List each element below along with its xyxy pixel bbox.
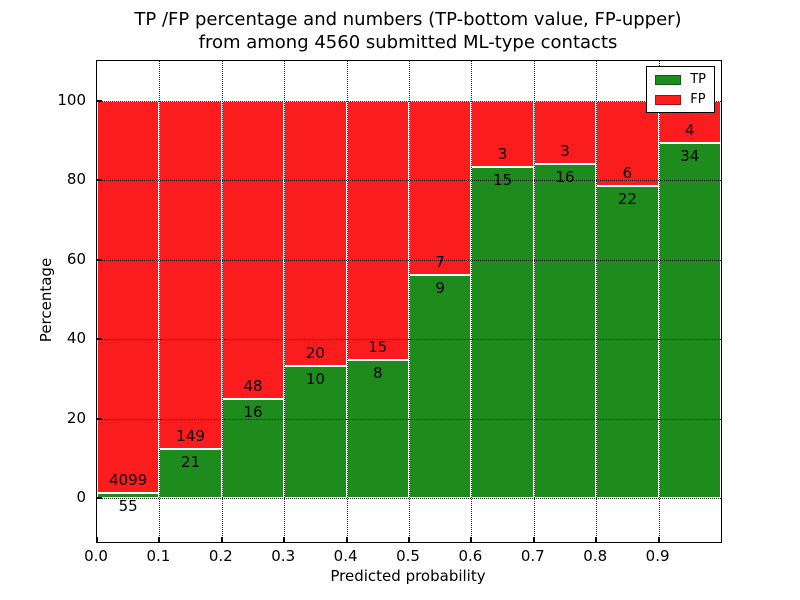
bar-label-fp: 20 bbox=[305, 343, 325, 362]
x-tick bbox=[220, 537, 223, 542]
bar-label-tp: 22 bbox=[617, 190, 637, 209]
bar-label-fp: 7 bbox=[435, 252, 445, 271]
x-tick-label: 0.8 bbox=[583, 547, 608, 565]
bar-label-tp: 9 bbox=[435, 278, 445, 297]
y-tick bbox=[97, 100, 102, 103]
x-tick-label: 0.9 bbox=[645, 547, 670, 565]
bar-label-tp: 21 bbox=[181, 452, 201, 471]
bar-segment-tp bbox=[658, 142, 721, 498]
chart-title-line1: TP /FP percentage and numbers (TP-bottom… bbox=[134, 9, 682, 30]
legend-item-tp: TP bbox=[655, 73, 706, 86]
y-tick-label: 60 bbox=[66, 249, 86, 268]
x-tick-label: 0.4 bbox=[333, 547, 358, 565]
v-gridline bbox=[346, 61, 348, 542]
plot-area: 4099 55 149 21 48 16 20 10 15 8 7 9 3 15 3 16 6 22 4 34 TP … bbox=[96, 60, 722, 543]
x-tick-label: 0.6 bbox=[458, 547, 483, 565]
legend-swatch-fp-icon bbox=[655, 94, 682, 105]
y-tick bbox=[97, 338, 102, 341]
x-tick bbox=[657, 537, 660, 542]
bar-label-tp: 10 bbox=[305, 369, 325, 388]
v-gridline bbox=[159, 61, 161, 542]
bar-segment-tp bbox=[471, 167, 534, 498]
bar-segment-fp bbox=[596, 101, 659, 187]
x-axis-label: Predicted probability bbox=[330, 567, 486, 585]
v-gridline bbox=[221, 61, 223, 542]
y-tick-label: 40 bbox=[66, 329, 86, 348]
bar-label-tp: 55 bbox=[118, 496, 138, 515]
chart-title-line2: from among 4560 submitted ML-type contac… bbox=[198, 32, 618, 53]
bar-segment-tp bbox=[533, 163, 597, 498]
v-gridline bbox=[658, 61, 660, 542]
x-tick bbox=[158, 537, 161, 542]
bar-label-tp: 16 bbox=[555, 167, 575, 186]
v-gridline bbox=[533, 61, 535, 542]
bar-segment-tp bbox=[596, 186, 659, 498]
x-tick bbox=[408, 537, 410, 542]
bar-label-tp: 8 bbox=[373, 363, 383, 382]
bar-label-fp: 3 bbox=[497, 145, 508, 164]
x-tick bbox=[595, 537, 598, 542]
x-tick-label: 0.1 bbox=[146, 547, 171, 565]
bar-segment-fp bbox=[533, 101, 597, 164]
legend-label-tp: TP bbox=[690, 72, 706, 87]
x-tick bbox=[96, 537, 98, 542]
bar-label-tp: 15 bbox=[493, 171, 513, 190]
x-tick-label: 0.2 bbox=[208, 547, 233, 565]
bar-label-fp: 6 bbox=[622, 164, 633, 183]
legend-label-fp: FP bbox=[690, 92, 706, 107]
bar-label-fp: 4 bbox=[685, 120, 695, 139]
y-tick-label: 80 bbox=[66, 170, 86, 189]
bar-segment-tp bbox=[284, 365, 347, 498]
bar-segment-fp bbox=[346, 101, 409, 360]
bar-segment-fp bbox=[159, 101, 222, 449]
bar-segment-fp bbox=[284, 101, 347, 366]
y-tick bbox=[97, 417, 102, 420]
bar-label-fp: 4099 bbox=[109, 470, 148, 489]
chart-title: TP /FP percentage and numbers (TP-bottom… bbox=[96, 8, 720, 54]
bar-label-fp: 3 bbox=[560, 141, 570, 160]
bar-segment-tp bbox=[346, 359, 409, 498]
bar-label-fp: 48 bbox=[243, 376, 263, 395]
x-tick bbox=[345, 537, 348, 542]
y-tick bbox=[97, 179, 102, 182]
v-gridline bbox=[284, 61, 286, 542]
bar-segment-tp bbox=[409, 274, 472, 498]
x-tick bbox=[470, 537, 473, 542]
v-gridline bbox=[596, 61, 598, 542]
bar-label-tp: 16 bbox=[243, 402, 263, 421]
legend-swatch-tp-icon bbox=[655, 74, 682, 85]
bar-segment-tp bbox=[97, 492, 160, 498]
x-tick bbox=[532, 537, 535, 542]
legend: TP FP bbox=[646, 66, 715, 113]
x-tick-label: 0.0 bbox=[84, 547, 108, 565]
bar-label-tp: 34 bbox=[680, 146, 700, 165]
bar-segment-fp bbox=[409, 101, 472, 275]
x-tick-label: 0.5 bbox=[396, 547, 420, 565]
y-tick-label: 0 bbox=[76, 487, 86, 506]
bar-segment-fp bbox=[471, 101, 534, 168]
bar-segment-fp bbox=[97, 101, 160, 493]
v-gridline bbox=[409, 61, 410, 542]
x-tick-label: 0.7 bbox=[520, 547, 545, 565]
legend-item-fp: FP bbox=[655, 93, 706, 106]
y-tick-label: 100 bbox=[57, 91, 86, 110]
bar-label-fp: 15 bbox=[368, 337, 388, 356]
x-tick bbox=[283, 537, 286, 542]
v-gridline bbox=[471, 61, 473, 542]
bar-label-fp: 149 bbox=[176, 426, 205, 445]
bar-segment-fp bbox=[221, 101, 285, 399]
bar-segment-tp bbox=[221, 398, 285, 498]
y-tick bbox=[97, 258, 102, 261]
y-tick bbox=[97, 496, 102, 499]
x-tick-label: 0.3 bbox=[271, 547, 296, 565]
y-tick-label: 20 bbox=[66, 408, 86, 427]
